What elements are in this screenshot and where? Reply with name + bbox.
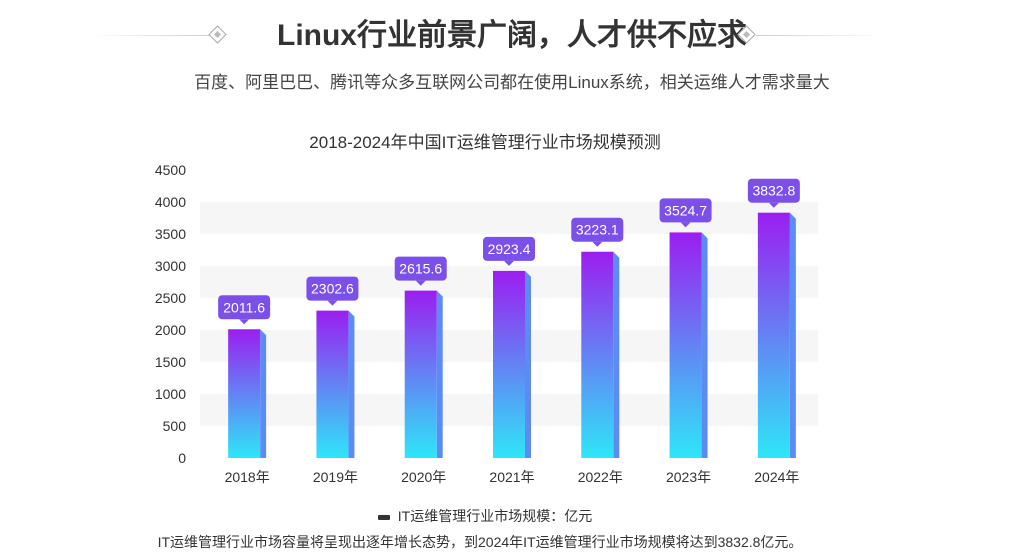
bar-side bbox=[613, 251, 620, 458]
bar-side bbox=[789, 212, 796, 458]
x-tick-label: 2023年 bbox=[666, 469, 711, 485]
y-tick-label: 500 bbox=[163, 418, 187, 434]
bar[interactable] bbox=[669, 232, 702, 458]
data-label: 2615.6 bbox=[399, 261, 442, 277]
x-tick-label: 2024年 bbox=[754, 469, 799, 485]
data-label-bg bbox=[747, 178, 800, 203]
data-label: 3524.7 bbox=[664, 202, 707, 218]
bar[interactable] bbox=[493, 270, 525, 458]
data-label: 3832.8 bbox=[752, 183, 795, 199]
header: Linux行业前景广阔，人才供不应求 bbox=[0, 12, 1024, 60]
x-tick-label: 2020年 bbox=[401, 469, 446, 485]
y-tick-label: 1500 bbox=[155, 354, 186, 370]
grid-band bbox=[200, 202, 818, 234]
legend-label: IT运维管理行业市场规模：亿元 bbox=[397, 508, 593, 524]
bar-side bbox=[260, 329, 267, 458]
footnote: IT运维管理行业市场容量将呈现出逐年增长态势，到2024年IT运维管理行业市场规… bbox=[157, 534, 803, 550]
y-tick-label: 2000 bbox=[155, 322, 186, 338]
page-subtitle: 百度、阿里巴巴、腾讯等众多互联网公司都在使用Linux系统，相关运维人才需求量大 bbox=[194, 73, 830, 92]
data-label-pointer bbox=[504, 260, 514, 266]
data-label: 2302.6 bbox=[311, 281, 354, 297]
bar[interactable] bbox=[581, 251, 614, 458]
data-label-bg bbox=[659, 198, 712, 223]
bar[interactable] bbox=[228, 329, 261, 458]
chart-title: 2018-2024年中国IT运维管理行业市场规模预测 bbox=[309, 133, 661, 152]
divider-right bbox=[756, 35, 886, 36]
data-label-pointer bbox=[327, 300, 338, 306]
data-label-bg bbox=[218, 295, 271, 320]
data-label-bg bbox=[483, 236, 535, 261]
y-tick-label: 3000 bbox=[155, 258, 186, 274]
y-tick-label: 4500 bbox=[155, 162, 186, 178]
data-label-pointer bbox=[592, 241, 603, 247]
data-label-pointer bbox=[239, 319, 250, 325]
x-tick-label: 2022年 bbox=[578, 469, 623, 485]
y-tick-label: 4000 bbox=[155, 194, 186, 210]
data-label-bg bbox=[571, 217, 624, 242]
page-title: Linux行业前景广阔，人才供不应求 bbox=[277, 19, 747, 52]
legend-swatch bbox=[377, 514, 390, 520]
y-tick-label: 1000 bbox=[155, 386, 186, 402]
bar-side bbox=[525, 270, 531, 458]
x-tick-label: 2018年 bbox=[225, 469, 270, 485]
y-tick-label: 2500 bbox=[155, 290, 186, 306]
data-label: 2923.4 bbox=[488, 241, 531, 257]
data-label-bg bbox=[394, 256, 447, 281]
legend[interactable]: IT运维管理行业市场规模：亿元 bbox=[0, 506, 970, 526]
y-tick-label: 0 bbox=[178, 450, 186, 466]
bar[interactable] bbox=[404, 290, 437, 458]
x-tick-label: 2021年 bbox=[489, 469, 534, 485]
bar-side bbox=[348, 310, 355, 458]
bar[interactable] bbox=[316, 310, 349, 458]
divider-left bbox=[90, 35, 210, 36]
bar-side bbox=[436, 290, 443, 458]
data-label-bg bbox=[306, 276, 359, 301]
data-label: 2011.6 bbox=[223, 299, 265, 315]
data-label: 3223.1 bbox=[576, 222, 619, 238]
bar[interactable] bbox=[757, 212, 790, 458]
x-tick-label: 2019年 bbox=[313, 469, 358, 485]
data-label-pointer bbox=[415, 280, 426, 286]
data-label-pointer bbox=[680, 222, 691, 228]
data-label-pointer bbox=[768, 202, 779, 208]
bar-side bbox=[701, 232, 708, 458]
y-tick-label: 3500 bbox=[155, 226, 186, 242]
